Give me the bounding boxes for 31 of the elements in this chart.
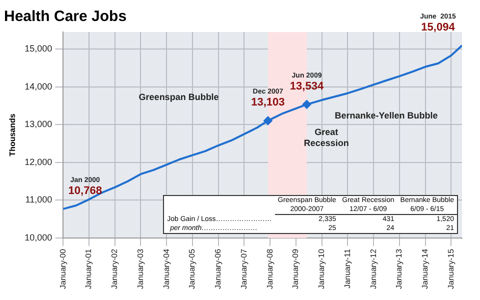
annotation: Bernanke-Yellen Bubble <box>334 110 438 121</box>
x-tick-label: January-05 <box>188 248 197 290</box>
x-tick-label: January-00 <box>58 248 68 290</box>
chart-title: Health Care Jobs <box>4 8 127 26</box>
annotation: 13,534 <box>290 80 324 92</box>
y-tick-label: 15,000 <box>24 43 52 54</box>
annotation: Great Recession <box>304 126 349 148</box>
y-axis-title: Thousands <box>8 113 18 156</box>
y-tick-label: 14,000 <box>24 81 52 92</box>
x-tick-label: January-01 <box>84 248 94 290</box>
x-tick-label: January-08 <box>265 248 274 290</box>
annotation: 15,094 <box>421 21 456 34</box>
y-tick-label: 10,000 <box>24 232 52 242</box>
y-tick-label: 13,000 <box>24 119 52 130</box>
x-tick-label: January-11 <box>342 248 352 288</box>
y-tick-label: 11,000 <box>25 194 52 205</box>
x-tick-label: January-09 <box>291 248 300 290</box>
x-tick-label: January-03 <box>136 248 145 290</box>
x-tick-label: January-02 <box>110 248 120 290</box>
x-tick-label: January-06 <box>214 248 223 290</box>
x-tick-label: January-14 <box>420 248 430 290</box>
annotation: Greenspan Bubble <box>138 92 219 102</box>
x-tick-label: January-10 <box>317 248 326 290</box>
x-tick-label: January-07 <box>239 248 248 290</box>
annotation: 13,103 <box>251 96 285 109</box>
x-tick-label: January-13 <box>394 248 404 290</box>
y-tick-label: 12,000 <box>24 156 52 167</box>
annotation: 10,768 <box>68 184 102 197</box>
x-tick-label: January-12 <box>368 248 378 290</box>
x-tick-label: January-04 <box>162 248 171 290</box>
x-tick-label: January-15 <box>446 248 456 290</box>
